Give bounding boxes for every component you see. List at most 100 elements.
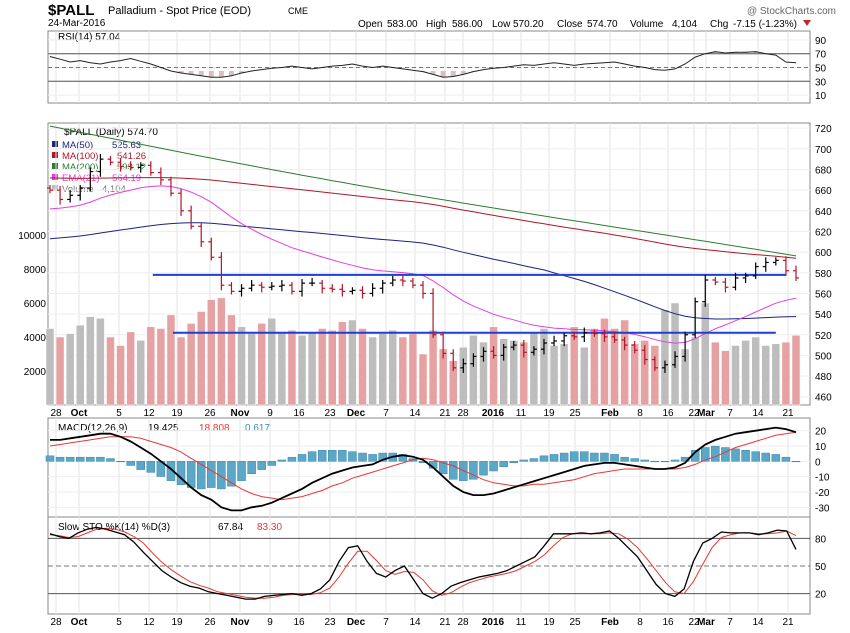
volume-bar xyxy=(186,323,196,406)
volume-bar xyxy=(428,329,438,406)
stockcharts-watermark: @ StockCharts.com xyxy=(747,6,836,17)
x-tick-label: 9 xyxy=(267,617,273,628)
macd-histogram-bar xyxy=(136,461,145,470)
x-tick-label: Nov xyxy=(231,617,250,628)
price-tick-label: 560 xyxy=(815,289,832,300)
macd-legend: 19.425 18.808 0.617 xyxy=(148,423,270,434)
volume-bar xyxy=(96,318,105,406)
macd-histogram-bar xyxy=(509,461,518,463)
x-tick-label: 2016 xyxy=(482,617,505,628)
volume-bar xyxy=(549,345,559,406)
macd-tick-label: -10 xyxy=(815,473,830,484)
x-tick-label: 12 xyxy=(143,408,155,419)
x-tick-label: 22 xyxy=(688,617,700,628)
close-label: Close xyxy=(557,19,583,30)
price-tick-label: 500 xyxy=(815,351,832,362)
price-tick-label: 640 xyxy=(815,207,832,218)
low-value: 570.20 xyxy=(513,19,544,30)
volume-bar xyxy=(509,340,518,406)
macd-histogram-bar xyxy=(761,452,771,462)
volume-bar xyxy=(257,323,266,406)
stochastic-tick-label: 50 xyxy=(815,562,827,573)
macd-histogram-bar xyxy=(600,452,609,462)
price-tick-label: 520 xyxy=(815,331,832,342)
volume-bar xyxy=(650,345,660,406)
ma200-swatch xyxy=(52,163,58,169)
rsi-legend: RSI(14) 57.04 xyxy=(58,32,121,43)
x-tick-label: 28 xyxy=(457,408,469,419)
x-tick-label: 7 xyxy=(727,408,733,419)
high-value: 586.00 xyxy=(452,19,483,30)
macd-tick-label: 10 xyxy=(815,442,827,453)
volume-bar xyxy=(176,336,186,406)
macd-histogram-bar xyxy=(660,461,670,463)
price-legend-title: $PALL (Daily) 574.70 xyxy=(64,127,158,138)
volume-tick-label: 2000 xyxy=(24,367,47,378)
volume-bar xyxy=(338,321,347,406)
chg-label: Chg xyxy=(710,19,728,30)
macd-histogram-bar xyxy=(559,452,569,462)
ma100-legend-value: 541.26 xyxy=(117,151,146,162)
macd-histogram-bar xyxy=(741,450,750,462)
x-tick-label: 14 xyxy=(409,617,421,628)
volume-bar xyxy=(721,350,730,406)
ticker-symbol: $PALL xyxy=(48,2,94,19)
macd-histogram-bar xyxy=(196,461,206,490)
macd-signal-line xyxy=(49,431,797,501)
volume-bar xyxy=(317,328,327,406)
high-label: High xyxy=(426,19,447,30)
macd-legend-value: 19.425 xyxy=(148,423,179,434)
x-tick-label: 21 xyxy=(782,408,794,419)
ma200-legend-name: MA(200) xyxy=(62,162,98,173)
x-tick-label: 21 xyxy=(439,617,451,628)
macd-histogram-bar xyxy=(348,451,357,462)
macd-histogram-bar xyxy=(489,461,498,472)
rsi-tick-label: 90 xyxy=(815,36,827,47)
histogram-legend-value: 0.617 xyxy=(245,423,270,434)
volume-bar xyxy=(418,353,428,406)
ema21-legend-value: 564.19 xyxy=(112,173,141,184)
volume-bar xyxy=(398,336,408,406)
volume-bar xyxy=(45,328,55,406)
price-tick-label: 480 xyxy=(815,372,832,383)
ma50-legend-name: MA(50) xyxy=(62,140,93,151)
volume-bar xyxy=(751,336,760,406)
x-tick-label: Mar xyxy=(697,617,715,628)
volume-bar xyxy=(207,299,216,406)
chart-date: 24-Mar-2016 xyxy=(48,18,106,29)
x-tick-label: 14 xyxy=(409,408,421,419)
macd-histogram-bar xyxy=(75,456,85,462)
volume-legend-name: Volume xyxy=(62,184,94,195)
macd-histogram-bar xyxy=(378,452,387,462)
macd-tick-label: -20 xyxy=(815,488,830,499)
close-value: 574.70 xyxy=(587,19,618,30)
volume-bar xyxy=(166,314,176,406)
x-tick-label: 28 xyxy=(50,408,62,419)
volume-bar xyxy=(489,326,498,406)
macd-line xyxy=(50,426,797,512)
down-arrow-icon xyxy=(803,20,811,26)
price-tick-label: 720 xyxy=(815,124,832,135)
volume-bar xyxy=(267,318,277,406)
x-tick-label: 9 xyxy=(267,408,273,419)
x-tick-label: 14 xyxy=(752,617,764,628)
x-tick-label: 28 xyxy=(457,617,469,628)
x-tick-label: Dec xyxy=(347,408,366,419)
x-tick-label: 26 xyxy=(204,617,216,628)
volume-bar xyxy=(408,333,418,406)
macd-histogram-bar xyxy=(580,451,589,462)
macd-histogram-bar xyxy=(207,461,216,488)
volume-tick-label: 8000 xyxy=(24,265,47,276)
x-tick-label: 8 xyxy=(637,617,643,628)
macd-histogram-bar xyxy=(146,461,156,473)
macd-histogram-bar xyxy=(771,454,781,462)
volume-bar xyxy=(65,333,75,406)
stochastic-k-line xyxy=(49,526,797,600)
macd-histogram-bar xyxy=(227,461,236,487)
stochastic-d-line xyxy=(49,527,797,599)
volume-bar xyxy=(277,331,287,406)
volume-bar xyxy=(237,326,246,406)
volume-bar xyxy=(116,345,125,406)
macd-histogram-bar xyxy=(751,451,760,462)
